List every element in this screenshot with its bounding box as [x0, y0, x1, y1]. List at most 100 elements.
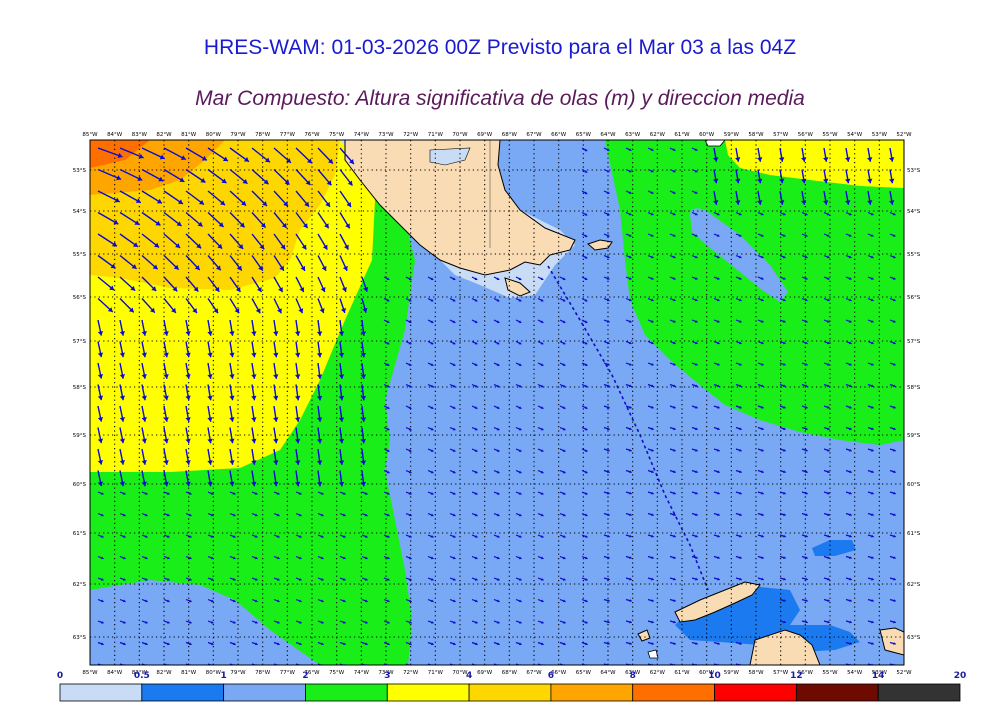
- arrow-head: [805, 577, 808, 581]
- colorbar-label: 2: [302, 671, 308, 681]
- arrow-head: [629, 491, 632, 495]
- arrow-head: [540, 599, 544, 603]
- arrow-head: [346, 202, 352, 208]
- arrow-head: [739, 577, 742, 581]
- arrow-head: [783, 513, 786, 517]
- arrow-head: [562, 556, 566, 560]
- arrow-head: [650, 341, 654, 345]
- arrow-head: [452, 406, 456, 409]
- arrow-head: [804, 277, 808, 280]
- lon-label: 54°W: [847, 670, 863, 676]
- arrow-head: [342, 599, 346, 603]
- arrow-head: [848, 298, 852, 302]
- arrow-head: [779, 157, 785, 162]
- arrow-head: [100, 578, 104, 581]
- arrow-head: [867, 157, 873, 162]
- arrow-head: [717, 491, 720, 495]
- lon-label: 85°W: [82, 132, 98, 138]
- arrow-head: [540, 298, 544, 302]
- arrow-head: [823, 200, 829, 205]
- arrow-head: [739, 427, 742, 431]
- arrow-head: [606, 362, 610, 366]
- arrow-head: [496, 492, 500, 495]
- arrow-head: [892, 362, 896, 366]
- arrow-head: [430, 578, 434, 581]
- arrow-head: [628, 212, 632, 216]
- arrow-head: [133, 242, 138, 247]
- arrow-head: [338, 438, 345, 444]
- arrow-head: [871, 427, 874, 431]
- arrow-head: [673, 448, 676, 452]
- arrow-head: [320, 599, 324, 603]
- arrow-head: [827, 599, 830, 602]
- arrow-head: [210, 556, 214, 560]
- arrow-head: [518, 427, 522, 431]
- arrow-head: [562, 492, 566, 495]
- lon-label: 82°W: [156, 132, 172, 138]
- arrow-head: [628, 148, 632, 151]
- arrow-head: [695, 470, 698, 474]
- colorbar-label: 0: [57, 671, 63, 681]
- lon-label: 72°W: [403, 132, 419, 138]
- arrow-head: [107, 307, 113, 313]
- arrow-head: [229, 460, 235, 465]
- lon-label: 53°W: [872, 670, 888, 676]
- arrow-head: [408, 599, 412, 603]
- lon-label: 76°W: [304, 132, 320, 138]
- arrow-head: [386, 449, 390, 452]
- arrow-head: [738, 362, 742, 366]
- arrow-head: [518, 513, 522, 517]
- arrow-head: [251, 481, 257, 487]
- lon-label: 67°W: [526, 132, 542, 138]
- colorbar-label: 10: [708, 671, 721, 681]
- arrow-head: [848, 320, 852, 323]
- arrow-head: [804, 384, 808, 388]
- arrow-head: [584, 449, 588, 452]
- arrow-head: [474, 449, 478, 452]
- arrow-head: [717, 513, 720, 517]
- arrow-head: [805, 491, 808, 495]
- arrow-head: [342, 265, 348, 271]
- arrow-head: [694, 341, 698, 345]
- arrow-head: [474, 513, 478, 517]
- arrow-head: [782, 362, 786, 366]
- arrow-head: [200, 177, 206, 183]
- arrow-head: [606, 212, 610, 216]
- arrow-head: [761, 405, 764, 409]
- arrow-head: [651, 599, 654, 602]
- arrow-head: [207, 352, 213, 358]
- arrow-head: [276, 642, 280, 646]
- arrow-head: [826, 341, 830, 345]
- longitude-labels-bottom: 85°W 84°W 83°W 82°W 81°W 80°W 79°W 78°W 77°W 76°W…: [82, 670, 912, 676]
- arrow-head: [540, 556, 544, 560]
- arrow-head: [849, 405, 852, 409]
- arrow-head: [782, 234, 786, 237]
- arrow-head: [452, 298, 456, 302]
- arrow-head: [188, 578, 192, 581]
- arrow-head: [540, 341, 544, 345]
- arrow-head: [651, 470, 654, 474]
- arrow-head: [540, 513, 544, 517]
- arrow-head: [782, 320, 786, 323]
- colorbar-swatch: [141, 683, 225, 702]
- arrow-head: [408, 556, 412, 560]
- arrow-head: [496, 642, 500, 646]
- arrow-head: [540, 578, 544, 581]
- arrow-head: [717, 405, 720, 409]
- arrow-head: [141, 481, 147, 487]
- arrow-head: [135, 198, 141, 203]
- arrow-head: [474, 341, 478, 345]
- arrow-head: [144, 578, 148, 581]
- arrow-head: [871, 577, 874, 581]
- arrow-head: [130, 285, 136, 291]
- arrow-head: [496, 449, 500, 452]
- arrow-head: [119, 331, 125, 336]
- arrow-head: [97, 481, 104, 487]
- arrow-head: [518, 599, 522, 603]
- direction-arrow: [581, 663, 587, 665]
- colorbar-swatch: [877, 683, 961, 702]
- arrow-head: [783, 534, 786, 538]
- arrow-head: [848, 384, 852, 388]
- arrow-head: [713, 157, 719, 162]
- arrow-head: [826, 362, 830, 366]
